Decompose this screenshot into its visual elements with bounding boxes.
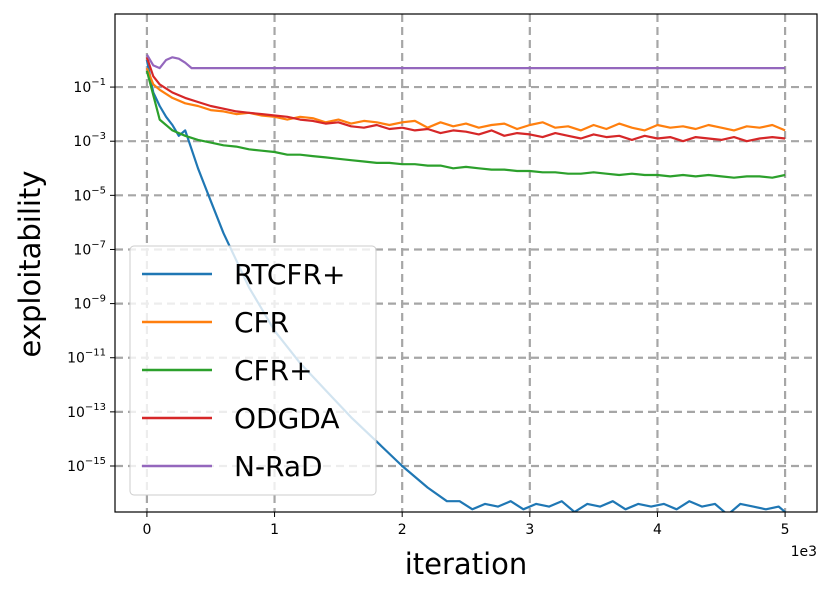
y-axis-label: exploitability: [13, 170, 47, 357]
y-tick-exponent: −3: [91, 131, 106, 142]
y-tick-label: 10−15: [67, 456, 106, 475]
legend-box: [129, 245, 377, 496]
x-tick-label: 3: [525, 522, 534, 538]
legend-label: CFR+: [234, 354, 313, 387]
x-tick-label: 2: [398, 522, 407, 538]
y-tick-label: 10−7: [73, 239, 106, 258]
series-line-odgda: [145, 56, 786, 143]
legend: RTCFR+ CFR CFR+ ODGDA N-RaD: [129, 245, 377, 496]
series-line-rtcfr-: [145, 59, 786, 512]
x-axis-label: iteration: [405, 547, 528, 581]
x-axis-ticks: 0 1 2 3 4 5: [142, 512, 790, 538]
y-tick-exponent: −11: [85, 348, 106, 359]
y-tick-base: 10: [67, 459, 85, 475]
y-tick-exponent: −5: [91, 185, 106, 196]
series-line-cfr: [145, 67, 786, 132]
y-tick-base: 10: [73, 297, 91, 313]
y-tick-base: 10: [73, 188, 91, 204]
plot-frame: [114, 13, 818, 513]
y-tick-exponent: −15: [85, 456, 106, 467]
y-tick-label: 10−1: [73, 77, 106, 96]
y-tick-base: 10: [67, 351, 85, 367]
legend-label: ODGDA: [234, 402, 340, 435]
legend-label: CFR: [234, 306, 289, 339]
series-line-cfr-: [145, 70, 786, 179]
y-tick-exponent: −13: [85, 402, 106, 413]
x-tick-label: 0: [142, 522, 151, 538]
legend-label: N-RaD: [234, 450, 323, 483]
y-tick-label: 10−3: [73, 131, 106, 150]
y-tick-label: 10−13: [67, 402, 106, 421]
series-lines: [145, 54, 786, 512]
y-tick-base: 10: [73, 134, 91, 150]
y-tick-label: 10−5: [73, 185, 106, 204]
y-tick-exponent: −7: [91, 239, 106, 250]
series-group: [145, 54, 786, 512]
x-tick-label: 1: [270, 522, 279, 538]
y-tick-exponent: −1: [91, 77, 106, 88]
series-line-n-rad: [145, 54, 786, 70]
x-tick-label: 4: [653, 522, 662, 538]
y-tick-label: 10−9: [73, 294, 106, 313]
x-tick-label: 5: [781, 522, 790, 538]
y-tick-base: 10: [67, 405, 85, 421]
legend-label: RTCFR+: [234, 258, 345, 291]
y-tick-exponent: −9: [91, 294, 106, 305]
y-tick-base: 10: [73, 242, 91, 258]
x-axis-offset-label: 1e3: [791, 544, 817, 560]
y-tick-label: 10−11: [67, 348, 106, 367]
y-tick-base: 10: [73, 80, 91, 96]
